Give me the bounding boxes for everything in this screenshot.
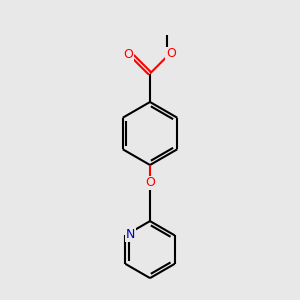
Text: N: N [126,228,135,241]
Text: O: O [166,47,176,60]
Text: O: O [123,48,133,61]
Text: O: O [145,176,155,190]
